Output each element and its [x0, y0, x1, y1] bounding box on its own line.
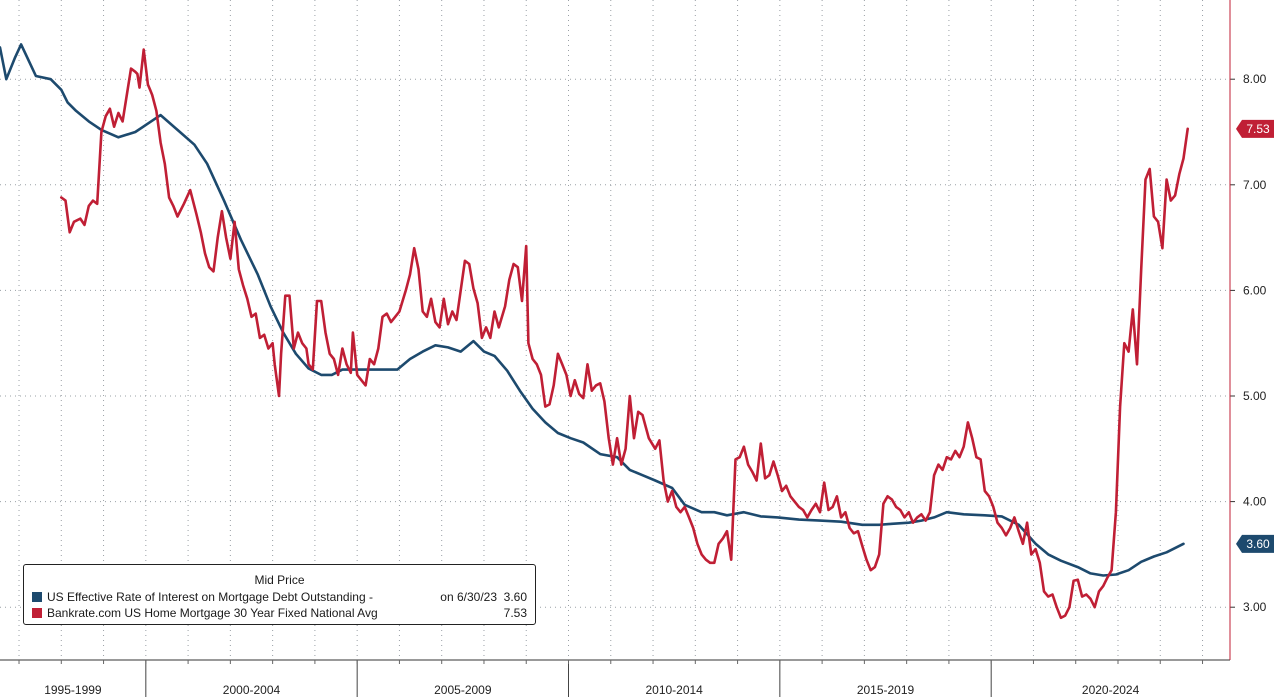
y-tick-label: 4.00	[1243, 495, 1267, 509]
series-lines	[0, 43, 1189, 620]
last-value-text-bankrate: 7.53	[1246, 122, 1270, 136]
legend-value-effective: 3.60	[503, 589, 527, 604]
legend: Mid Price US Effective Rate of Interest …	[23, 564, 536, 625]
legend-swatch-bankrate	[32, 607, 42, 618]
x-period-label: 2010-2014	[645, 683, 703, 697]
x-period-label: 2005-2009	[434, 683, 492, 697]
grid-lines	[0, 0, 1230, 660]
last-value-labels: 3.60 7.53	[1236, 119, 1274, 553]
y-tick-label: 6.00	[1243, 283, 1267, 297]
legend-title: Mid Price	[254, 573, 305, 587]
y-tick-label: 5.00	[1243, 389, 1267, 403]
legend-date-effective: on 6/30/23	[440, 589, 497, 604]
y-tick-label: 8.00	[1243, 72, 1267, 86]
y-tick-label: 7.00	[1243, 178, 1267, 192]
series-line-bankrate	[59, 48, 1189, 620]
x-period-label: 2000-2004	[223, 683, 281, 697]
legend-label-bankrate: Bankrate.com US Home Mortgage 30 Year Fi…	[47, 605, 378, 620]
x-period-label: 2015-2019	[857, 683, 915, 697]
series-line-effective	[0, 43, 1185, 577]
legend-value-bankrate: 7.53	[503, 605, 527, 620]
legend-swatch-effective	[32, 591, 42, 602]
legend-item-bankrate: Bankrate.com US Home Mortgage 30 Year Fi…	[32, 605, 527, 620]
last-value-text-effective: 3.60	[1246, 537, 1270, 551]
x-period-label: 1995-1999	[44, 683, 102, 697]
y-tick-label: 3.00	[1243, 600, 1267, 614]
last-value-label-bankrate: 7.53	[1236, 119, 1274, 138]
last-value-label-effective: 3.60	[1236, 534, 1274, 553]
legend-item-effective: US Effective Rate of Interest on Mortgag…	[32, 589, 527, 604]
legend-label-effective: US Effective Rate of Interest on Mortgag…	[47, 589, 373, 604]
x-period-label: 2020-2024	[1082, 683, 1140, 697]
last-value-tag-bankrate	[1236, 119, 1274, 138]
last-value-tag-effective	[1236, 534, 1274, 553]
